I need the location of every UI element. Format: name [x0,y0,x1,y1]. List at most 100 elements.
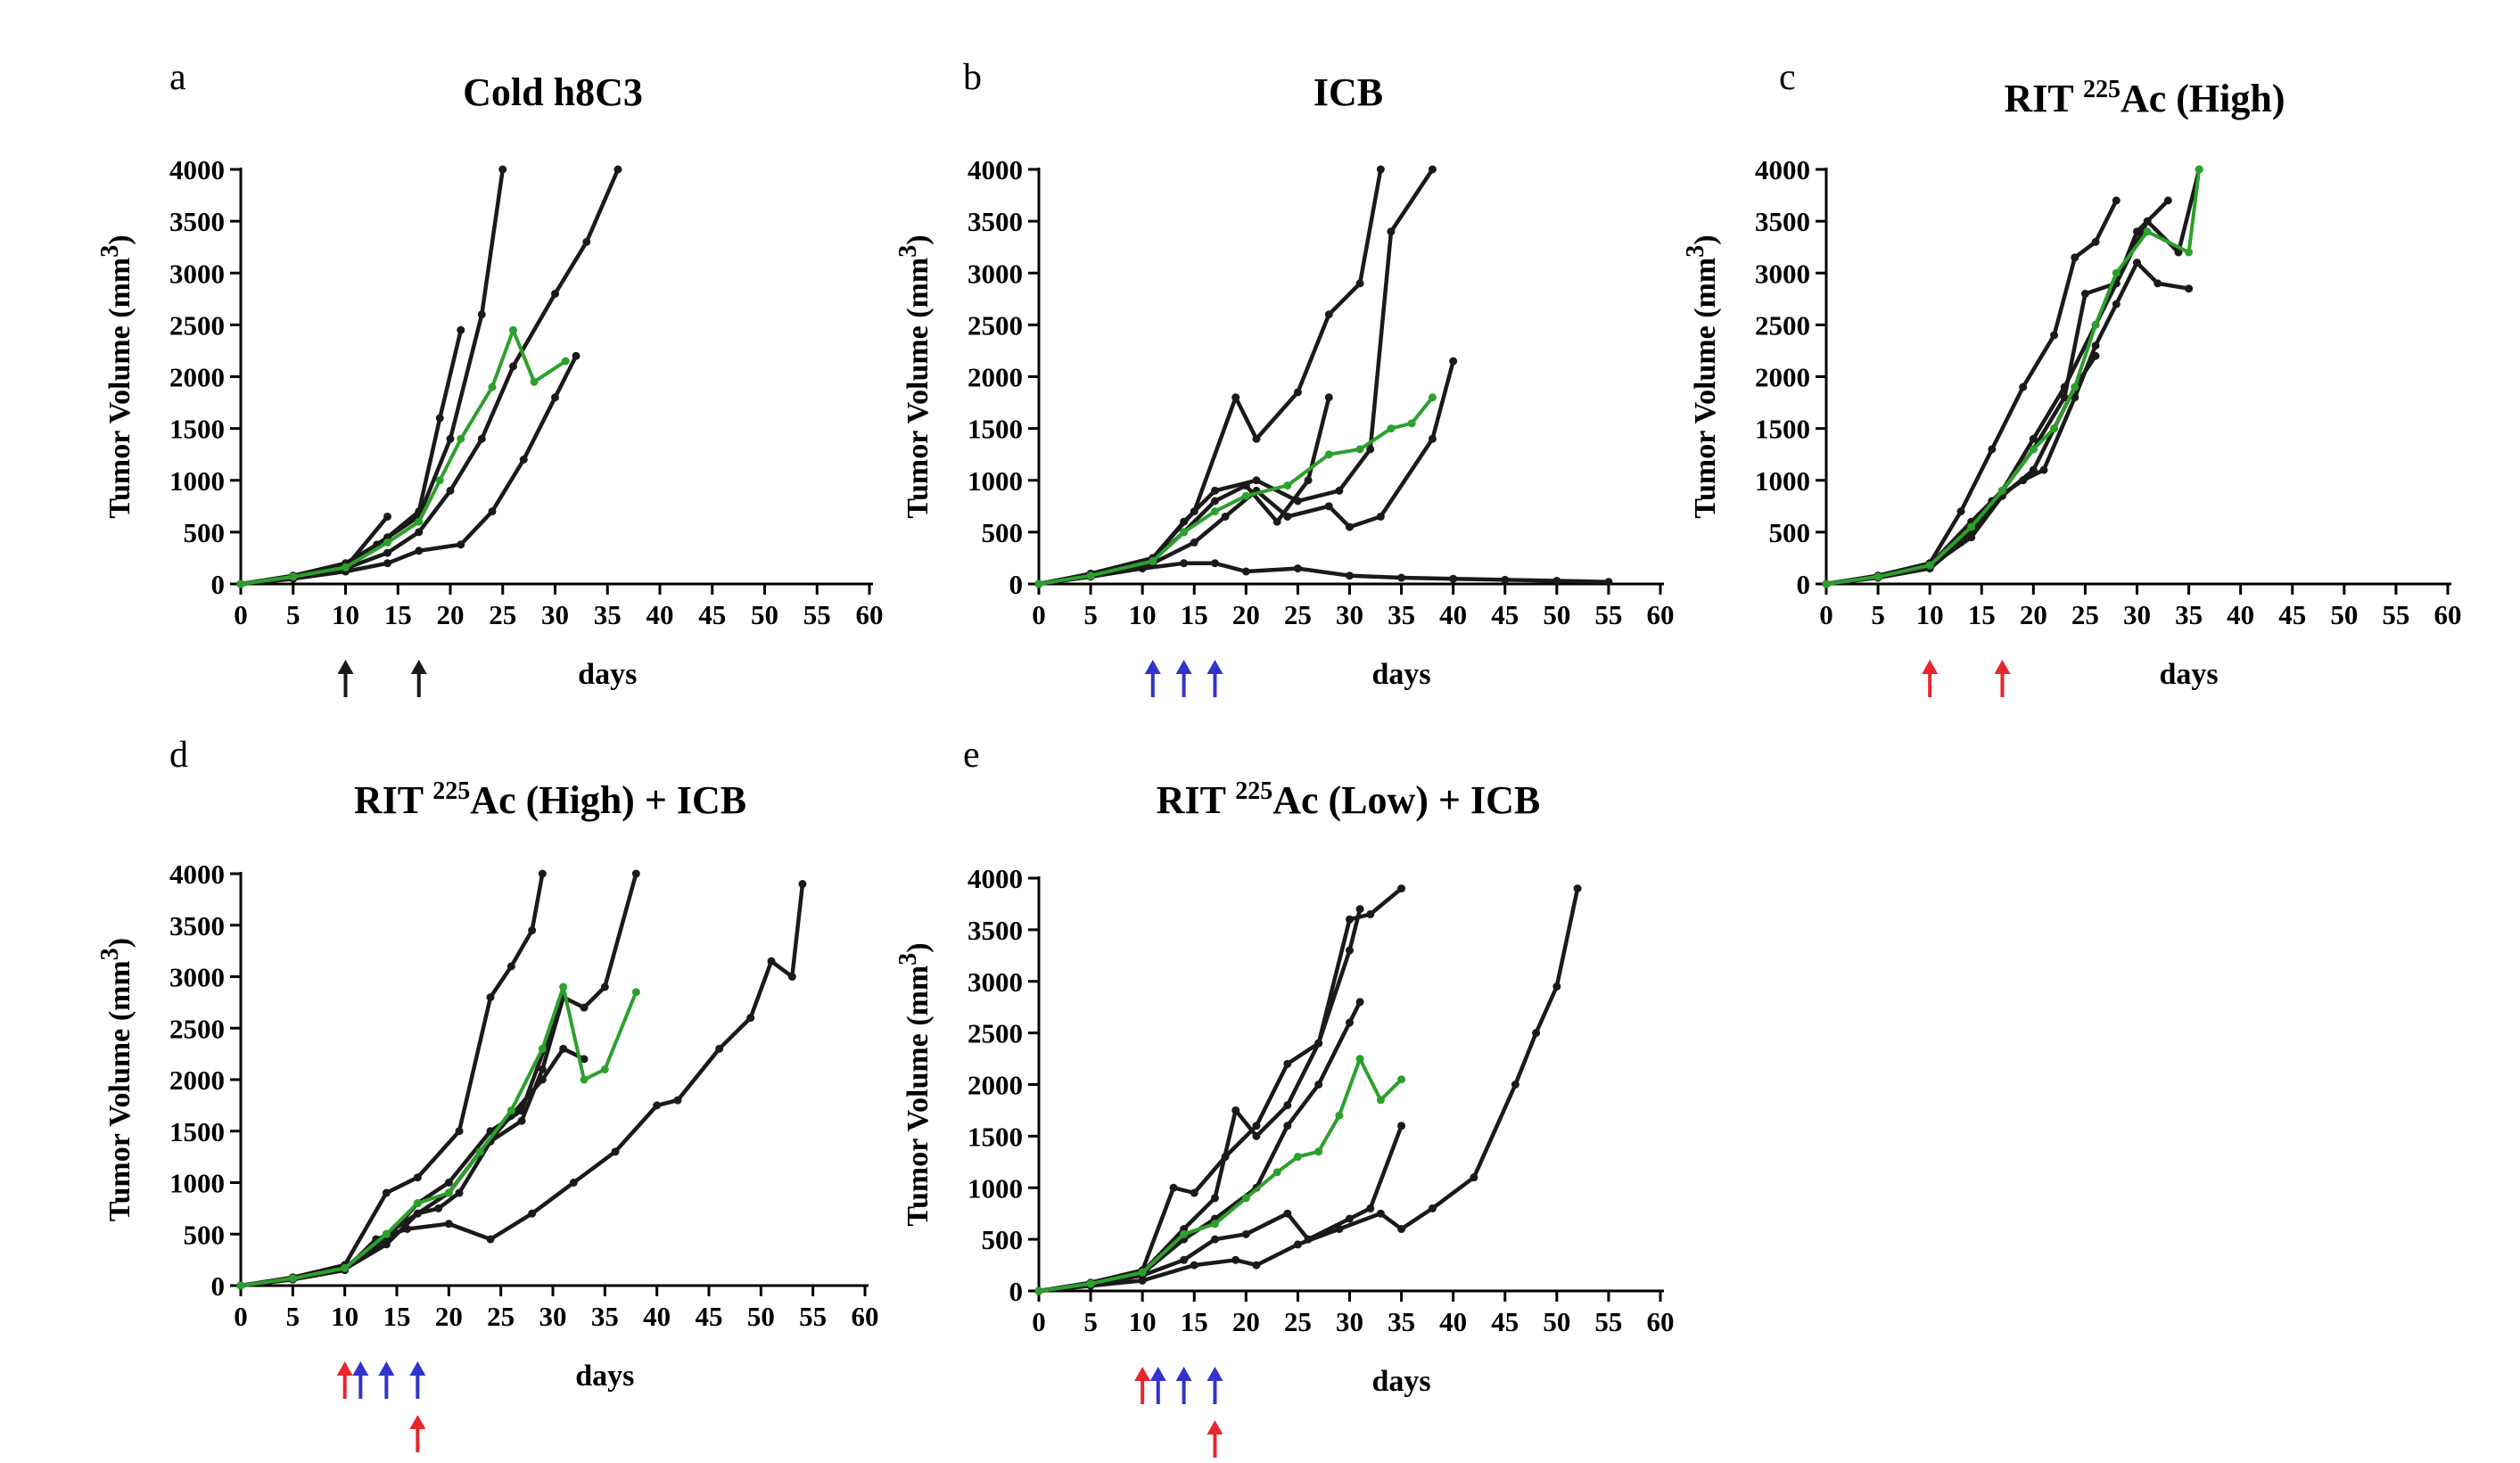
x-tick-label: 30 [1336,1306,1363,1337]
y-tick-label: 3500 [169,910,225,941]
data-point [517,1116,526,1125]
x-tick-label: 15 [1181,1306,1208,1337]
data-point [580,1075,589,1084]
arrow-head [1994,660,2011,674]
x-tick-label: 0 [1032,1306,1046,1337]
x-tick-label: 45 [2278,599,2306,630]
data-point [1314,1081,1323,1089]
data-point [631,988,640,997]
data-point [434,1204,443,1212]
blue-dose-arrow [409,1361,426,1399]
y-tick-label: 2000 [1755,362,1810,393]
data-point [415,507,424,516]
x-axis-title-b: days [1372,658,1431,691]
data-point [1511,1081,1519,1089]
data-point [1210,497,1219,505]
data-point [1252,1261,1261,1270]
y-axis-title-superscript: 3 [96,245,124,258]
data-point [1272,517,1281,526]
arrow-head [1144,660,1161,674]
y-axis-title-main: Tumor Volume (mm [902,966,935,1227]
arrow-head [1206,1420,1223,1434]
y-axis-title-superscript: 3 [894,245,922,258]
x-tick-label: 50 [1543,1306,1570,1337]
data-point [1190,1188,1198,1197]
x-tick-label: 60 [856,599,884,630]
data-point [1346,915,1354,924]
data-point [382,1188,391,1197]
mouse-series-line-b-3 [1036,358,1455,587]
data-point [457,540,465,549]
x-tick-label: 25 [487,1301,515,1332]
x-tick-label: 20 [1232,1306,1260,1337]
data-point [1355,279,1364,288]
blue-dose-arrow [1206,1367,1223,1404]
data-point [1324,310,1333,319]
data-point [1346,1214,1354,1223]
mean-series-line-d-5 [239,985,638,1287]
data-point [2071,382,2079,391]
data-point [1314,1147,1323,1156]
y-tick-label: 1000 [968,1172,1023,1204]
data-point [486,993,495,1002]
y-tick-label: 1500 [169,1116,225,1147]
title-superscript: 225 [1235,777,1272,805]
data-point [446,434,455,443]
data-point [1376,1209,1385,1218]
data-point [1822,579,1831,588]
data-point [1190,1261,1198,1270]
data-point [475,1147,484,1156]
red-dose-arrow [1206,1420,1223,1458]
data-point [1376,1096,1385,1105]
data-point [1293,564,1302,573]
data-point [1293,388,1302,397]
x-axis-title-c: days [2160,658,2219,691]
data-point [455,1188,464,1197]
title-rest: Ac (High) + ICB [470,778,746,822]
data-point [1210,1235,1219,1244]
y-tick-label: 2000 [968,362,1023,393]
data-point [1283,1122,1292,1130]
data-point [415,528,424,537]
data-point [1366,445,1375,454]
data-point [2112,196,2121,205]
y-tick-label: 1000 [169,465,225,497]
data-point [1210,559,1219,568]
data-point [2185,284,2194,293]
data-point [1034,1286,1043,1295]
data-point [2154,279,2162,288]
mouse-series-line-b-1 [1036,167,1435,587]
y-tick-label: 3500 [169,206,225,237]
arrow-head [352,1361,369,1376]
data-point [444,1220,453,1229]
y-tick-label: 1500 [1755,414,1810,445]
x-tick-label: 40 [1439,1306,1467,1337]
y-tick-label: 0 [211,1270,226,1302]
data-point [1997,486,2006,495]
x-tick-label: 45 [1491,599,1519,630]
y-tick-label: 2500 [968,309,1023,341]
title-main: RIT [354,778,432,822]
data-point [580,1055,589,1064]
data-point [415,517,424,526]
data-point [1355,1055,1364,1064]
data-point [1387,424,1396,433]
data-point [600,1064,609,1073]
data-point [1874,572,1882,581]
y-axis-title-close: ) [902,942,935,952]
data-point [506,962,515,971]
arrow-head [378,1361,395,1376]
data-point [1283,481,1292,490]
data-point [528,926,537,935]
data-point [538,1064,547,1073]
data-point [2050,331,2059,340]
x-tick-label: 15 [384,599,412,630]
data-point [1241,1229,1250,1238]
data-point [2071,253,2079,262]
mouse-series-line-c-3 [1824,167,2202,587]
arrow-head [409,1361,426,1376]
data-point [1428,434,1437,443]
x-tick-label: 55 [1594,1306,1622,1337]
data-point [2091,351,2100,360]
